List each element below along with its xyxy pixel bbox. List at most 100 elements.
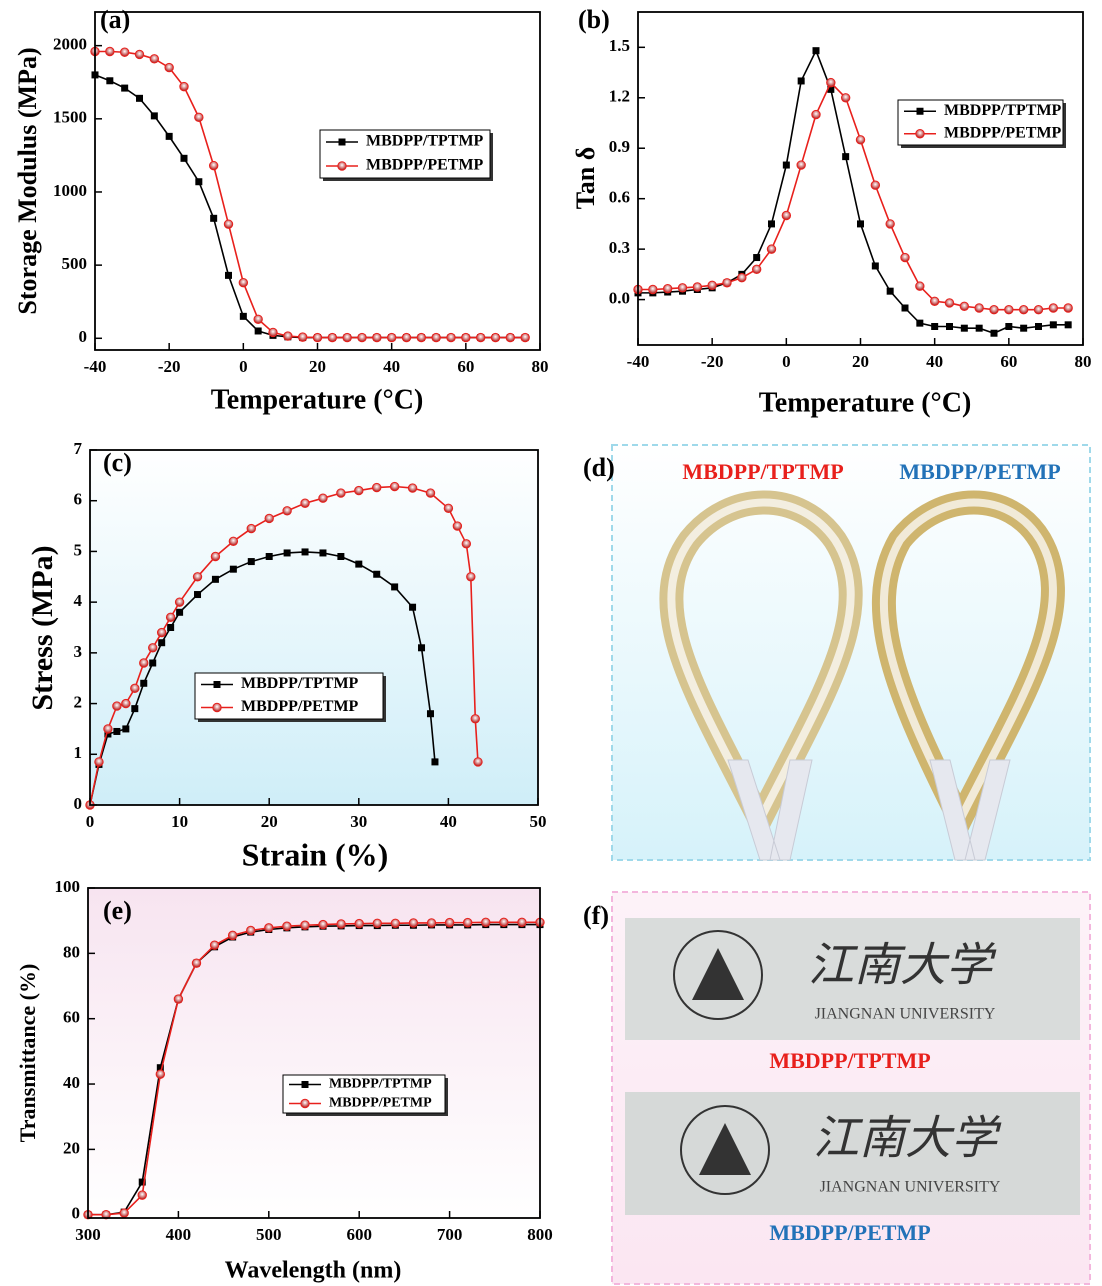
legend-label: MBDPP/TPTMP [366, 133, 484, 150]
legend-label: MBDPP/PETMP [241, 698, 359, 715]
marker [176, 608, 184, 616]
marker [158, 639, 166, 647]
legend-label: MBDPP/PETMP [944, 124, 1062, 141]
y-tick-label: 5 [74, 540, 83, 559]
marker [165, 612, 176, 623]
marker [246, 925, 256, 936]
marker [416, 332, 427, 343]
marker [391, 583, 399, 591]
marker [191, 958, 202, 968]
marker [373, 570, 381, 578]
marker [239, 312, 247, 320]
marker [342, 332, 352, 343]
plot-frame [637, 11, 1084, 346]
marker [443, 503, 454, 514]
y-tick-label: 0.6 [609, 188, 630, 207]
y-axis-title: Stress (MPa) [26, 545, 59, 710]
logo-mark [699, 1123, 751, 1175]
y-tick-label: 20 [63, 1138, 80, 1157]
marker [885, 219, 895, 229]
x-tick-label: 30 [350, 812, 367, 831]
marker [842, 153, 850, 161]
x-tick-label: 0 [86, 812, 95, 831]
series-line [94, 74, 526, 339]
marker [768, 220, 775, 228]
marker [722, 278, 732, 288]
marker [300, 920, 310, 930]
y-tick-label: 0 [74, 794, 83, 813]
marker [520, 332, 530, 343]
legend-label: MBDPP/TPTMP [944, 102, 1062, 119]
x-tick-label: 50 [530, 812, 547, 831]
marker [354, 918, 364, 929]
legend-label: MBDPP/PETMP [366, 157, 484, 174]
marker [1005, 323, 1013, 330]
marker [826, 77, 836, 88]
legend-marker [915, 129, 925, 139]
marker [101, 1210, 111, 1220]
marker [444, 917, 455, 928]
marker [408, 918, 419, 928]
marker [707, 280, 717, 290]
x-tick-label: 80 [1075, 352, 1092, 371]
y-tick-label: 7 [74, 439, 83, 458]
marker [737, 273, 747, 283]
marker [974, 303, 984, 313]
legend-label: MBDPP/TPTMP [241, 675, 359, 692]
marker [1018, 304, 1029, 315]
legend-marker [212, 702, 222, 713]
marker [900, 252, 910, 263]
marker [179, 81, 189, 92]
plot-frame [94, 11, 541, 351]
x-tick-label: 60 [1000, 352, 1017, 371]
panel-label: (b) [578, 5, 610, 34]
legend-marker [338, 138, 346, 146]
y-tick-label: 60 [63, 1008, 80, 1027]
marker [167, 624, 175, 631]
x-axis-title: Strain (%) [242, 836, 389, 872]
marker [192, 572, 203, 582]
x-tick-label: 40 [383, 357, 400, 376]
legend [282, 1074, 446, 1114]
marker [194, 112, 204, 123]
marker [871, 262, 879, 270]
y-tick-label: 6 [74, 490, 83, 509]
marker [130, 683, 140, 694]
y-tick-label: 80 [63, 942, 80, 961]
y-axis-title: Transmittance (%) [15, 964, 40, 1143]
marker [336, 488, 346, 498]
y-tick-label: 1000 [53, 181, 87, 200]
marker [462, 917, 473, 928]
y-tick-label: 2 [74, 692, 83, 711]
marker [139, 658, 149, 668]
marker [136, 94, 143, 102]
x-axis-title: Wavelength (nm) [225, 1258, 402, 1284]
x-tick-label: 20 [261, 812, 278, 831]
marker [209, 940, 220, 950]
marker [461, 539, 472, 549]
y-tick-label: 0.3 [609, 238, 630, 257]
marker [254, 327, 262, 335]
marker [782, 161, 790, 169]
y-tick-label: 1 [74, 743, 83, 762]
marker [211, 575, 219, 583]
marker [121, 698, 131, 709]
marker [282, 921, 292, 931]
marker [301, 548, 309, 556]
marker [431, 332, 441, 343]
marker [155, 1069, 166, 1079]
marker [223, 219, 234, 229]
caption: MBDPP/TPTMP [769, 1048, 930, 1073]
marker [319, 549, 327, 557]
plot-frame [87, 887, 541, 1219]
marker [426, 918, 437, 928]
sign-chinese: 江南大学 [808, 940, 997, 991]
marker [466, 572, 476, 582]
marker [901, 304, 909, 312]
marker [812, 47, 820, 55]
loop-sample-edge [879, 498, 1057, 829]
marker [407, 483, 418, 493]
x-tick-label: 20 [309, 357, 326, 376]
marker [389, 481, 400, 492]
marker [354, 485, 364, 496]
